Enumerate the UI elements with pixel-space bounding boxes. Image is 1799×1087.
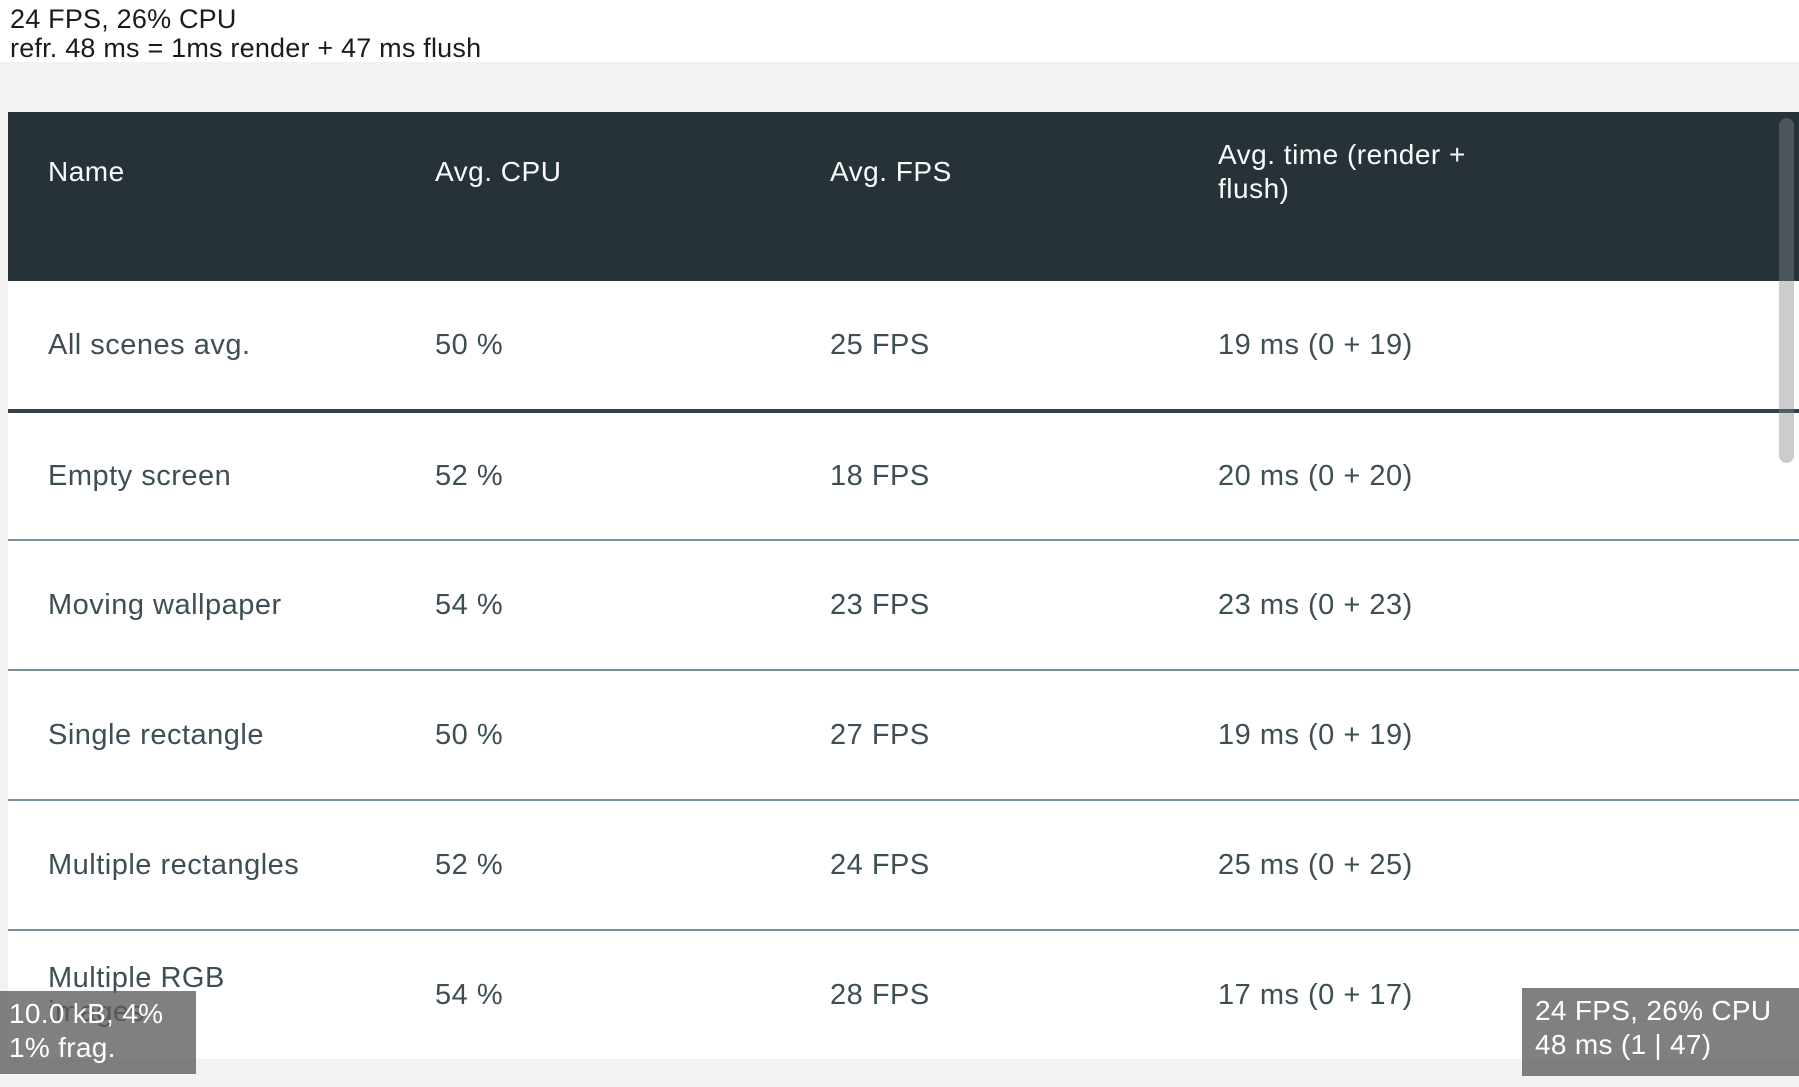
top-perf-readout: 24 FPS, 26% CPU refr. 48 ms = 1ms render…: [10, 5, 481, 63]
cell-avg-cpu: 54 %: [435, 978, 504, 1011]
cell-name: Multiple rectangles: [48, 849, 300, 881]
cell-avg-time: 19 ms (0 + 19): [1218, 328, 1413, 361]
cell-name: All scenes avg.: [48, 329, 251, 361]
column-header-avg-fps: Avg. FPS: [830, 156, 952, 187]
fps-overlay-badge: 24 FPS, 26% CPU 48 ms (1 | 47): [1522, 988, 1799, 1076]
cell-avg-fps: 28 FPS: [830, 978, 930, 1011]
memory-overlay-frag: 1% frag.: [9, 1032, 116, 1063]
top-perf-refresh-breakdown: refr. 48 ms = 1ms render + 47 ms flush: [10, 33, 482, 63]
table-header-row: Name Avg. CPU Avg. FPS Avg. time (render…: [8, 112, 1799, 281]
table-row-multiple-rectangles: Multiple rectangles 52 % 24 FPS 25 ms (0…: [8, 799, 1799, 929]
table-row-all-scenes-avg: All scenes avg. 50 % 25 FPS 19 ms (0 + 1…: [8, 281, 1799, 409]
cell-avg-time: 25 ms (0 + 25): [1218, 848, 1413, 881]
cell-avg-time: 20 ms (0 + 20): [1218, 459, 1413, 492]
benchmark-results-table: Name Avg. CPU Avg. FPS Avg. time (render…: [8, 112, 1799, 1059]
memory-overlay-badge: 10.0 kB, 4% 1% frag.: [0, 991, 196, 1074]
cell-avg-fps: 24 FPS: [830, 848, 930, 881]
fps-overlay-frame-time: 48 ms (1 | 47): [1535, 1029, 1712, 1060]
cell-avg-time: 17 ms (0 + 17): [1218, 978, 1413, 1011]
column-header-avg-time: Avg. time (render + flush): [1218, 139, 1466, 204]
top-perf-fps-cpu: 24 FPS, 26% CPU: [10, 4, 237, 34]
table-row-empty-screen: Empty screen 52 % 18 FPS 20 ms (0 + 20): [8, 409, 1799, 539]
cell-name: Empty screen: [48, 460, 232, 492]
cell-avg-fps: 23 FPS: [830, 588, 930, 621]
fps-overlay-fps-cpu: 24 FPS, 26% CPU: [1535, 995, 1772, 1026]
table-row-single-rectangle: Single rectangle 50 % 27 FPS 19 ms (0 + …: [8, 669, 1799, 799]
vertical-scrollbar-thumb[interactable]: [1779, 118, 1794, 463]
cell-avg-fps: 25 FPS: [830, 328, 930, 361]
cell-avg-fps: 18 FPS: [830, 459, 930, 492]
column-header-name: Name: [48, 156, 125, 187]
column-header-avg-cpu: Avg. CPU: [435, 156, 562, 187]
cell-name: Moving wallpaper: [48, 589, 282, 621]
cell-avg-time: 23 ms (0 + 23): [1218, 588, 1413, 621]
cell-avg-cpu: 52 %: [435, 459, 504, 492]
cell-avg-cpu: 50 %: [435, 328, 504, 361]
cell-avg-fps: 27 FPS: [830, 718, 930, 751]
cell-avg-cpu: 50 %: [435, 718, 504, 751]
cell-avg-cpu: 52 %: [435, 848, 504, 881]
cell-name: Single rectangle: [48, 719, 264, 751]
cell-avg-cpu: 54 %: [435, 588, 504, 621]
table-row-moving-wallpaper: Moving wallpaper 54 % 23 FPS 23 ms (0 + …: [8, 539, 1799, 669]
memory-overlay-size: 10.0 kB, 4%: [9, 998, 164, 1029]
cell-avg-time: 19 ms (0 + 19): [1218, 718, 1413, 751]
